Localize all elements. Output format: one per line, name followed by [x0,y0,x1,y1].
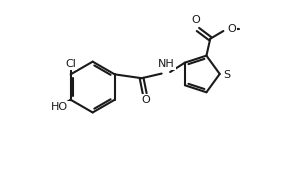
Text: O: O [227,24,236,34]
Text: NH: NH [158,59,175,69]
Text: S: S [223,70,230,80]
Text: O: O [191,15,200,25]
Text: HO: HO [51,102,68,112]
Text: O: O [142,95,151,105]
Text: Cl: Cl [65,59,76,69]
